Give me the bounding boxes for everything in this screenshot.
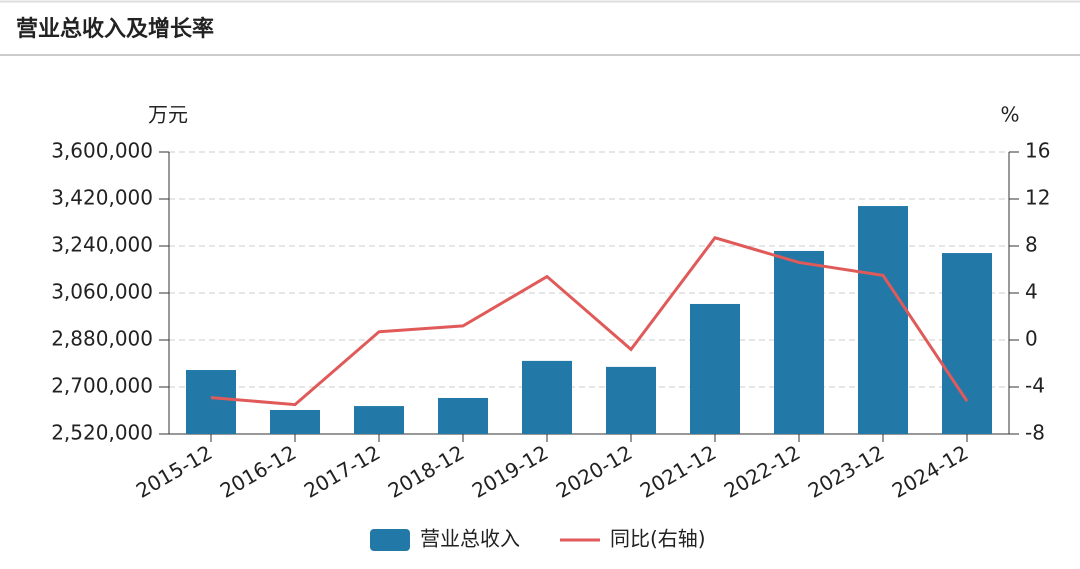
bar	[186, 370, 236, 434]
bar	[354, 406, 404, 434]
bar	[270, 409, 320, 434]
y-tick-label: 3,060,000	[51, 280, 153, 304]
y-axis-label: 万元	[148, 103, 188, 127]
legend-swatch	[370, 529, 410, 551]
y2-tick-label: 12	[1025, 186, 1050, 210]
y-tick-label: 3,600,000	[51, 139, 153, 163]
y-tick-label: 2,700,000	[51, 374, 153, 398]
bar	[774, 250, 824, 434]
y-tick-label: 2,520,000	[51, 421, 153, 445]
legend-label: 同比(右轴)	[610, 527, 706, 551]
y2-tick-label: -4	[1025, 374, 1045, 398]
y2-tick-label: 0	[1025, 327, 1038, 351]
chart-title: 营业总收入及增长率	[16, 16, 214, 42]
y2-axis-label: %	[1000, 103, 1019, 127]
bar	[858, 206, 908, 434]
y-tick-label: 2,880,000	[51, 327, 153, 351]
bar	[606, 366, 656, 434]
legend-label: 营业总收入	[420, 527, 520, 551]
bar	[438, 397, 488, 434]
y2-tick-label: 8	[1025, 233, 1038, 257]
y2-tick-label: 4	[1025, 280, 1038, 304]
bar	[690, 303, 740, 434]
bar	[942, 253, 992, 434]
line	[210, 236, 969, 407]
y-tick-label: 3,420,000	[51, 186, 153, 210]
y2-tick-label: -8	[1025, 421, 1045, 445]
bar	[522, 360, 572, 434]
y-tick-label: 3,240,000	[51, 233, 153, 257]
y2-tick-label: 16	[1025, 139, 1050, 163]
